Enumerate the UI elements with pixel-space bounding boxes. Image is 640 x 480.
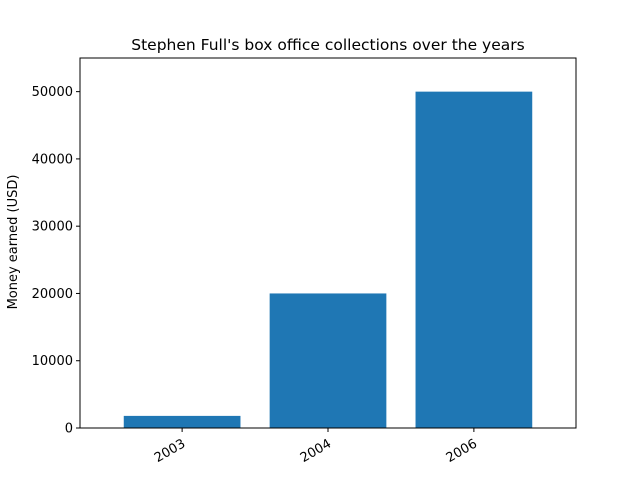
y-tick-label: 20000 <box>32 287 73 302</box>
bars-group <box>123 91 533 428</box>
y-tick-label: 40000 <box>32 152 73 167</box>
bar-2006 <box>415 91 533 428</box>
y-tick-label: 0 <box>65 422 73 437</box>
bar-2003 <box>123 415 241 428</box>
bar-2004 <box>269 293 387 428</box>
y-axis-label: Money earned (USD) <box>6 175 21 310</box>
y-tick-label: 50000 <box>32 85 73 100</box>
y-tick-label: 10000 <box>32 354 73 369</box>
y-tick-label: 30000 <box>32 220 73 235</box>
plot-frame <box>79 57 577 429</box>
y-axis: 0 10000 20000 30000 40000 50000 <box>32 85 80 437</box>
chart-title: Stephen Full's box office collections ov… <box>131 36 524 54</box>
